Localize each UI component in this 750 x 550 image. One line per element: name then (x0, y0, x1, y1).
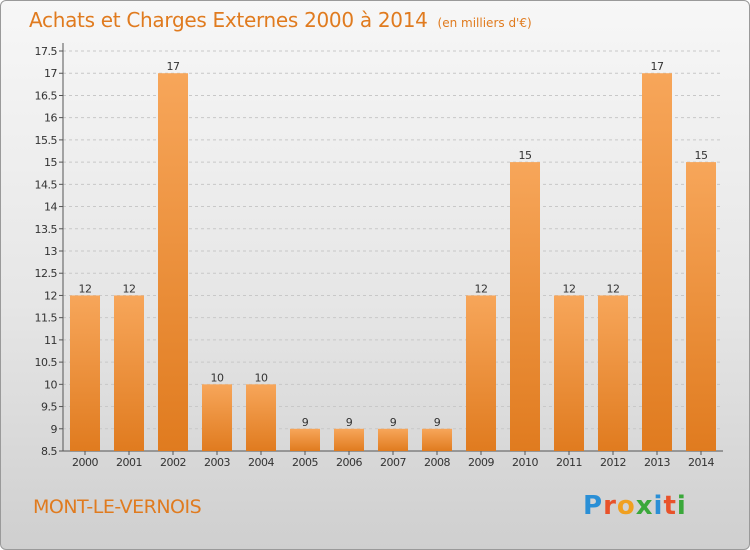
x-tick-label-2010: 2010 (512, 456, 538, 469)
x-tick-label-2008: 2008 (424, 456, 450, 469)
y-tick-label: 13 (44, 245, 57, 258)
data-label-2008: 9 (434, 416, 441, 429)
data-label-2013: 17 (651, 60, 664, 73)
data-label-2002: 17 (167, 60, 180, 73)
x-tick-label-2002: 2002 (160, 456, 186, 469)
bar-2006 (334, 428, 364, 451)
x-tick-label-2000: 2000 (72, 456, 98, 469)
y-tick-label: 13.5 (35, 223, 58, 236)
chart-subtitle: (en milliers d'€) (437, 16, 532, 30)
logo-letter: r (603, 491, 617, 521)
y-tick-label: 14.5 (35, 178, 58, 191)
logo-letter: t (663, 491, 677, 521)
y-tick-label: 11 (44, 334, 57, 347)
chart-title: Achats et Charges Externes 2000 à 2014 (e… (29, 8, 532, 32)
data-label-2006: 9 (346, 416, 353, 429)
bar-2009 (466, 295, 496, 451)
logo-letter: P (583, 491, 604, 521)
y-tick-label: 17.5 (35, 45, 58, 58)
bar-2011 (554, 295, 584, 451)
bar-2012 (598, 295, 628, 451)
proxiti-logo: Proxiti (583, 491, 687, 521)
x-tick-label-2009: 2009 (468, 456, 494, 469)
data-label-2005: 9 (302, 416, 309, 429)
bar-2013 (642, 73, 672, 451)
bar-2010 (510, 162, 540, 451)
y-tick-label: 14 (44, 201, 57, 214)
x-tick-label-2006: 2006 (336, 456, 362, 469)
y-tick-label: 9.5 (41, 401, 57, 414)
x-tick-label-2004: 2004 (248, 456, 274, 469)
x-tick-label-2003: 2003 (204, 456, 230, 469)
y-tick-label: 15.5 (35, 134, 58, 147)
commune-name: MONT-LE-VERNOIS (33, 496, 202, 518)
data-label-2010: 15 (519, 149, 532, 162)
chart-title-text: Achats et Charges Externes 2000 à 2014 (29, 8, 428, 32)
bars (70, 73, 716, 451)
y-tick-label: 9 (51, 423, 58, 436)
x-tick-label-2012: 2012 (600, 456, 626, 469)
x-tick-label-2014: 2014 (688, 456, 714, 469)
data-label-2012: 12 (607, 282, 620, 295)
y-tick-label: 8.5 (41, 445, 57, 458)
data-label-2011: 12 (563, 282, 576, 295)
data-label-2009: 12 (475, 282, 488, 295)
y-tick-label: 16.5 (35, 89, 58, 102)
y-tick-label: 11.5 (35, 312, 58, 325)
bar-2008 (422, 428, 452, 451)
logo-letter: x (635, 491, 654, 521)
bar-2000 (70, 295, 100, 451)
y-tick-label: 12 (44, 289, 57, 302)
logo-letter: o (616, 491, 636, 521)
y-tick-labels: 8.5 9 9.5 10 10.5 11 11.5 12 12.5 13 13.5 14 14.5 15 1… (35, 45, 63, 458)
logo-letter: i (676, 491, 687, 521)
bar-2001 (114, 295, 144, 451)
x-tick-label-2005: 2005 (292, 456, 318, 469)
x-tick-label-2013: 2013 (644, 456, 670, 469)
x-tick-label-2011: 2011 (556, 456, 582, 469)
bar-2007 (378, 428, 408, 451)
bar-2004 (246, 384, 276, 451)
y-tick-label: 10 (44, 378, 57, 391)
y-tick-label: 15 (44, 156, 57, 169)
x-tick-labels: 2000 2001 2002 2003 2004 2005 2006 2007 2008 2009… (72, 451, 715, 469)
x-tick-label-2001: 2001 (116, 456, 142, 469)
data-label-2001: 12 (123, 282, 136, 295)
y-tick-label: 12.5 (35, 267, 58, 280)
x-tick-label-2007: 2007 (380, 456, 406, 469)
data-label-2014: 15 (695, 149, 708, 162)
data-label-2007: 9 (390, 416, 397, 429)
y-tick-label: 16 (44, 112, 57, 125)
bar-2002 (158, 73, 188, 451)
y-tick-label: 10.5 (35, 356, 58, 369)
data-labels: 12 12 17 10 10 9 9 9 9 12 15 12 12 17 15 (79, 60, 709, 429)
logo-letter: i (653, 491, 664, 521)
bar-2003 (202, 384, 232, 451)
bar-2014 (686, 162, 716, 451)
y-tick-label: 17 (44, 67, 57, 80)
data-label-2004: 10 (255, 371, 268, 384)
data-label-2000: 12 (79, 282, 92, 295)
bar-2005 (290, 428, 320, 451)
data-label-2003: 10 (211, 371, 224, 384)
